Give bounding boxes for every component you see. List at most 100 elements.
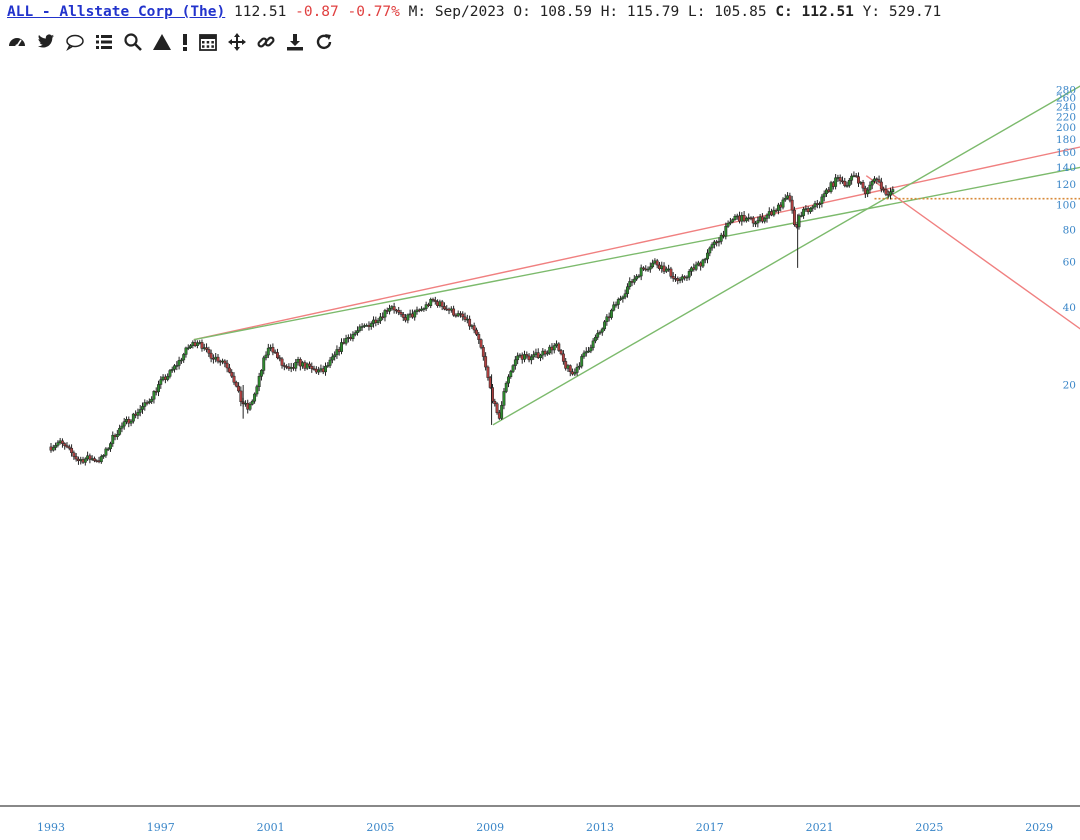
y-tick-label: 180	[1056, 134, 1076, 146]
candle-body	[205, 347, 209, 350]
candle-body	[184, 347, 188, 355]
candle-body	[834, 177, 838, 187]
x-tick-label: 2029	[1025, 821, 1053, 834]
candle-body	[310, 366, 314, 369]
trendline-red	[193, 146, 1080, 341]
x-tick-label: 2009	[476, 821, 504, 834]
candle-body	[857, 176, 860, 184]
candle-body	[545, 352, 549, 355]
candle-body	[264, 354, 268, 359]
candle-body	[637, 275, 641, 278]
candle-body	[431, 299, 435, 301]
candle-body	[106, 448, 110, 451]
search-icon[interactable]	[122, 31, 144, 53]
candle-body	[388, 308, 392, 312]
move-icon[interactable]	[226, 31, 248, 53]
candle-body	[664, 268, 668, 272]
candle-body	[369, 323, 373, 327]
candle-body	[328, 359, 332, 366]
candle-body	[797, 215, 801, 228]
candle-body	[88, 455, 92, 460]
candle-body	[792, 209, 796, 225]
exclamation-icon[interactable]	[180, 31, 190, 53]
candle-body	[765, 214, 769, 219]
candle-body	[260, 370, 263, 377]
candle-body	[539, 354, 542, 358]
candle-body	[333, 354, 337, 358]
candle-body	[262, 357, 266, 371]
candle-body	[516, 355, 520, 361]
list-icon[interactable]	[93, 31, 115, 53]
candle-body	[443, 306, 446, 310]
twitter-icon[interactable]	[35, 31, 57, 53]
candle-body	[559, 350, 563, 355]
candle-body	[65, 445, 69, 448]
candle-body	[847, 179, 851, 186]
candle-body	[232, 375, 236, 383]
candle-body	[225, 362, 229, 369]
triangle-icon[interactable]	[151, 31, 173, 53]
dashboard-icon[interactable]	[6, 31, 28, 53]
y-tick-label: 140	[1056, 162, 1076, 174]
candle-body	[227, 367, 231, 373]
calendar-icon[interactable]	[197, 31, 219, 53]
comment-icon[interactable]	[64, 31, 86, 53]
candle-body	[568, 365, 572, 373]
candle-body	[822, 193, 826, 198]
candle-body	[523, 354, 526, 360]
candle-body	[397, 309, 401, 313]
candle-body	[344, 338, 348, 344]
candle-body	[744, 218, 748, 222]
x-tick-label: 2025	[915, 821, 943, 834]
download-icon[interactable]	[284, 31, 306, 53]
candle-body	[557, 343, 561, 351]
candle-body	[175, 365, 179, 367]
candle-body	[253, 393, 257, 402]
candle-body	[591, 340, 595, 348]
candle-body	[589, 347, 593, 352]
candle-body	[511, 365, 515, 372]
link-icon[interactable]	[255, 31, 277, 53]
close-value: 112.51	[801, 4, 854, 20]
candle-body	[669, 268, 673, 277]
candle-body	[136, 412, 140, 416]
candle-body	[360, 326, 364, 328]
candle-body	[719, 234, 723, 242]
candle-body	[879, 181, 883, 190]
symbol-link[interactable]: ALL - Allstate Corp (The)	[7, 4, 226, 20]
candle-body	[529, 356, 533, 361]
candle-body	[612, 304, 616, 311]
candle-body	[561, 353, 565, 362]
candle-body	[772, 209, 776, 216]
candle-body	[413, 311, 417, 318]
candle-body	[632, 278, 636, 283]
refresh-icon[interactable]	[313, 31, 335, 53]
candle-body	[294, 362, 298, 369]
candle-body	[870, 180, 874, 186]
candle-body	[278, 357, 282, 360]
candle-body	[93, 458, 96, 461]
candle-body	[461, 313, 465, 318]
candle-body	[335, 349, 339, 356]
candle-body	[280, 358, 284, 366]
candle-body	[477, 334, 481, 340]
candle-body	[131, 413, 135, 422]
x-tick-label: 1993	[37, 821, 65, 834]
candle-body	[51, 447, 55, 451]
candle-body	[724, 226, 728, 237]
last-price: 112.51	[233, 4, 287, 20]
candle-body	[635, 276, 639, 280]
candle-body	[257, 376, 261, 387]
candle-body	[708, 247, 712, 254]
candle-body	[484, 356, 488, 368]
candle-body	[783, 197, 787, 201]
candle-body	[120, 425, 124, 429]
candle-body	[809, 208, 812, 212]
candle-body	[376, 320, 380, 323]
candle-body	[475, 329, 478, 335]
candle-body	[598, 331, 602, 334]
candle-body	[195, 342, 199, 346]
candle-body	[399, 312, 403, 315]
candle-body	[575, 366, 579, 373]
